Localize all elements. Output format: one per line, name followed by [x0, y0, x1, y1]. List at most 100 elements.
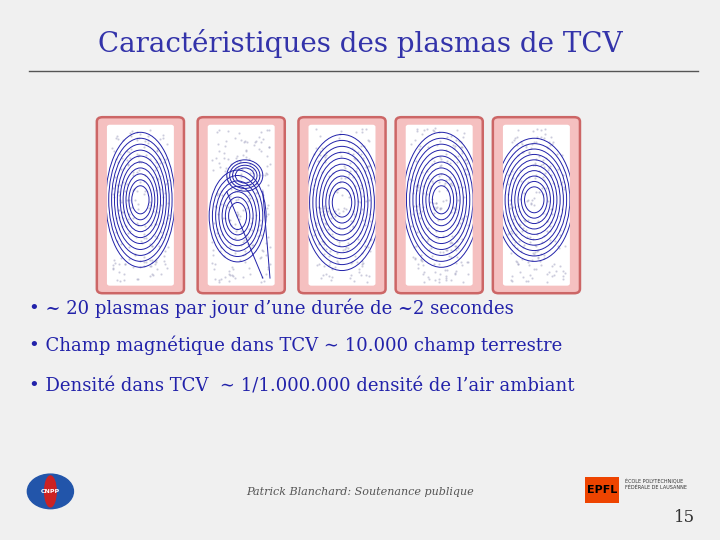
Point	[140, 151, 152, 159]
Point	[143, 217, 154, 225]
Point	[135, 262, 146, 271]
Point	[343, 138, 355, 146]
Point	[450, 246, 462, 254]
Point	[132, 200, 143, 208]
Point	[140, 234, 151, 242]
Point	[246, 225, 258, 234]
Point	[215, 247, 226, 255]
Point	[263, 126, 274, 134]
Point	[336, 174, 347, 183]
FancyBboxPatch shape	[585, 477, 619, 503]
Point	[536, 184, 548, 192]
Point	[238, 138, 250, 146]
Point	[456, 149, 468, 158]
Point	[554, 261, 566, 270]
Point	[545, 221, 557, 230]
Point	[109, 173, 120, 181]
Point	[410, 136, 421, 145]
Point	[339, 245, 351, 253]
Point	[147, 241, 158, 250]
Point	[239, 258, 251, 266]
Point	[418, 267, 430, 276]
Point	[359, 221, 371, 230]
Point	[342, 244, 354, 252]
Point	[114, 191, 125, 199]
Point	[261, 152, 273, 160]
Point	[130, 251, 141, 260]
Point	[348, 181, 360, 190]
Point	[317, 225, 328, 234]
Point	[333, 241, 345, 249]
Point	[131, 133, 143, 142]
Point	[546, 133, 557, 142]
Point	[320, 218, 331, 227]
Point	[112, 158, 124, 166]
Point	[448, 204, 459, 212]
Point	[417, 260, 428, 269]
Point	[538, 163, 549, 171]
Point	[244, 180, 256, 189]
Point	[363, 161, 374, 170]
Point	[435, 170, 446, 179]
Point	[418, 126, 430, 134]
Point	[428, 157, 440, 165]
Point	[133, 134, 145, 143]
Point	[116, 221, 127, 230]
Point	[207, 165, 219, 174]
Point	[446, 232, 458, 240]
Point	[430, 226, 441, 235]
Point	[317, 211, 328, 219]
Point	[359, 237, 371, 245]
Point	[359, 242, 371, 251]
Point	[243, 187, 254, 195]
Point	[131, 150, 143, 159]
Point	[160, 180, 171, 188]
Point	[314, 151, 325, 159]
Point	[117, 154, 128, 163]
Point	[221, 164, 233, 173]
Point	[249, 138, 261, 146]
Point	[150, 158, 162, 167]
Point	[515, 194, 526, 203]
Point	[235, 212, 246, 221]
Point	[434, 269, 446, 278]
Point	[348, 217, 359, 226]
Point	[246, 213, 258, 222]
Point	[444, 180, 455, 188]
Point	[412, 201, 423, 210]
Point	[553, 242, 564, 251]
Text: ÉCOLE POLYTECHNIQUE
FÉDÉRALE DE LAUSANNE: ÉCOLE POLYTECHNIQUE FÉDÉRALE DE LAUSANNE	[625, 478, 687, 490]
Point	[107, 190, 118, 199]
Point	[351, 257, 363, 266]
Point	[225, 196, 236, 205]
Point	[514, 267, 526, 276]
Point	[115, 240, 127, 248]
Point	[252, 226, 264, 234]
Point	[149, 165, 161, 174]
Point	[451, 221, 463, 230]
Point	[212, 139, 224, 148]
Point	[115, 165, 127, 173]
Point	[461, 258, 472, 267]
Point	[521, 143, 532, 151]
Point	[554, 231, 566, 239]
Point	[318, 210, 330, 218]
Point	[127, 127, 138, 136]
Point	[444, 252, 455, 260]
Point	[158, 219, 169, 227]
Point	[518, 224, 529, 233]
Point	[358, 154, 369, 163]
Point	[131, 167, 143, 176]
Point	[451, 259, 462, 267]
Point	[240, 247, 251, 255]
Point	[312, 229, 324, 238]
Point	[530, 265, 541, 273]
Point	[425, 241, 436, 250]
Point	[452, 152, 464, 160]
Point	[358, 259, 369, 267]
Point	[229, 187, 240, 195]
Point	[222, 202, 234, 211]
Point	[441, 246, 452, 254]
Point	[421, 190, 433, 199]
Point	[450, 269, 462, 278]
